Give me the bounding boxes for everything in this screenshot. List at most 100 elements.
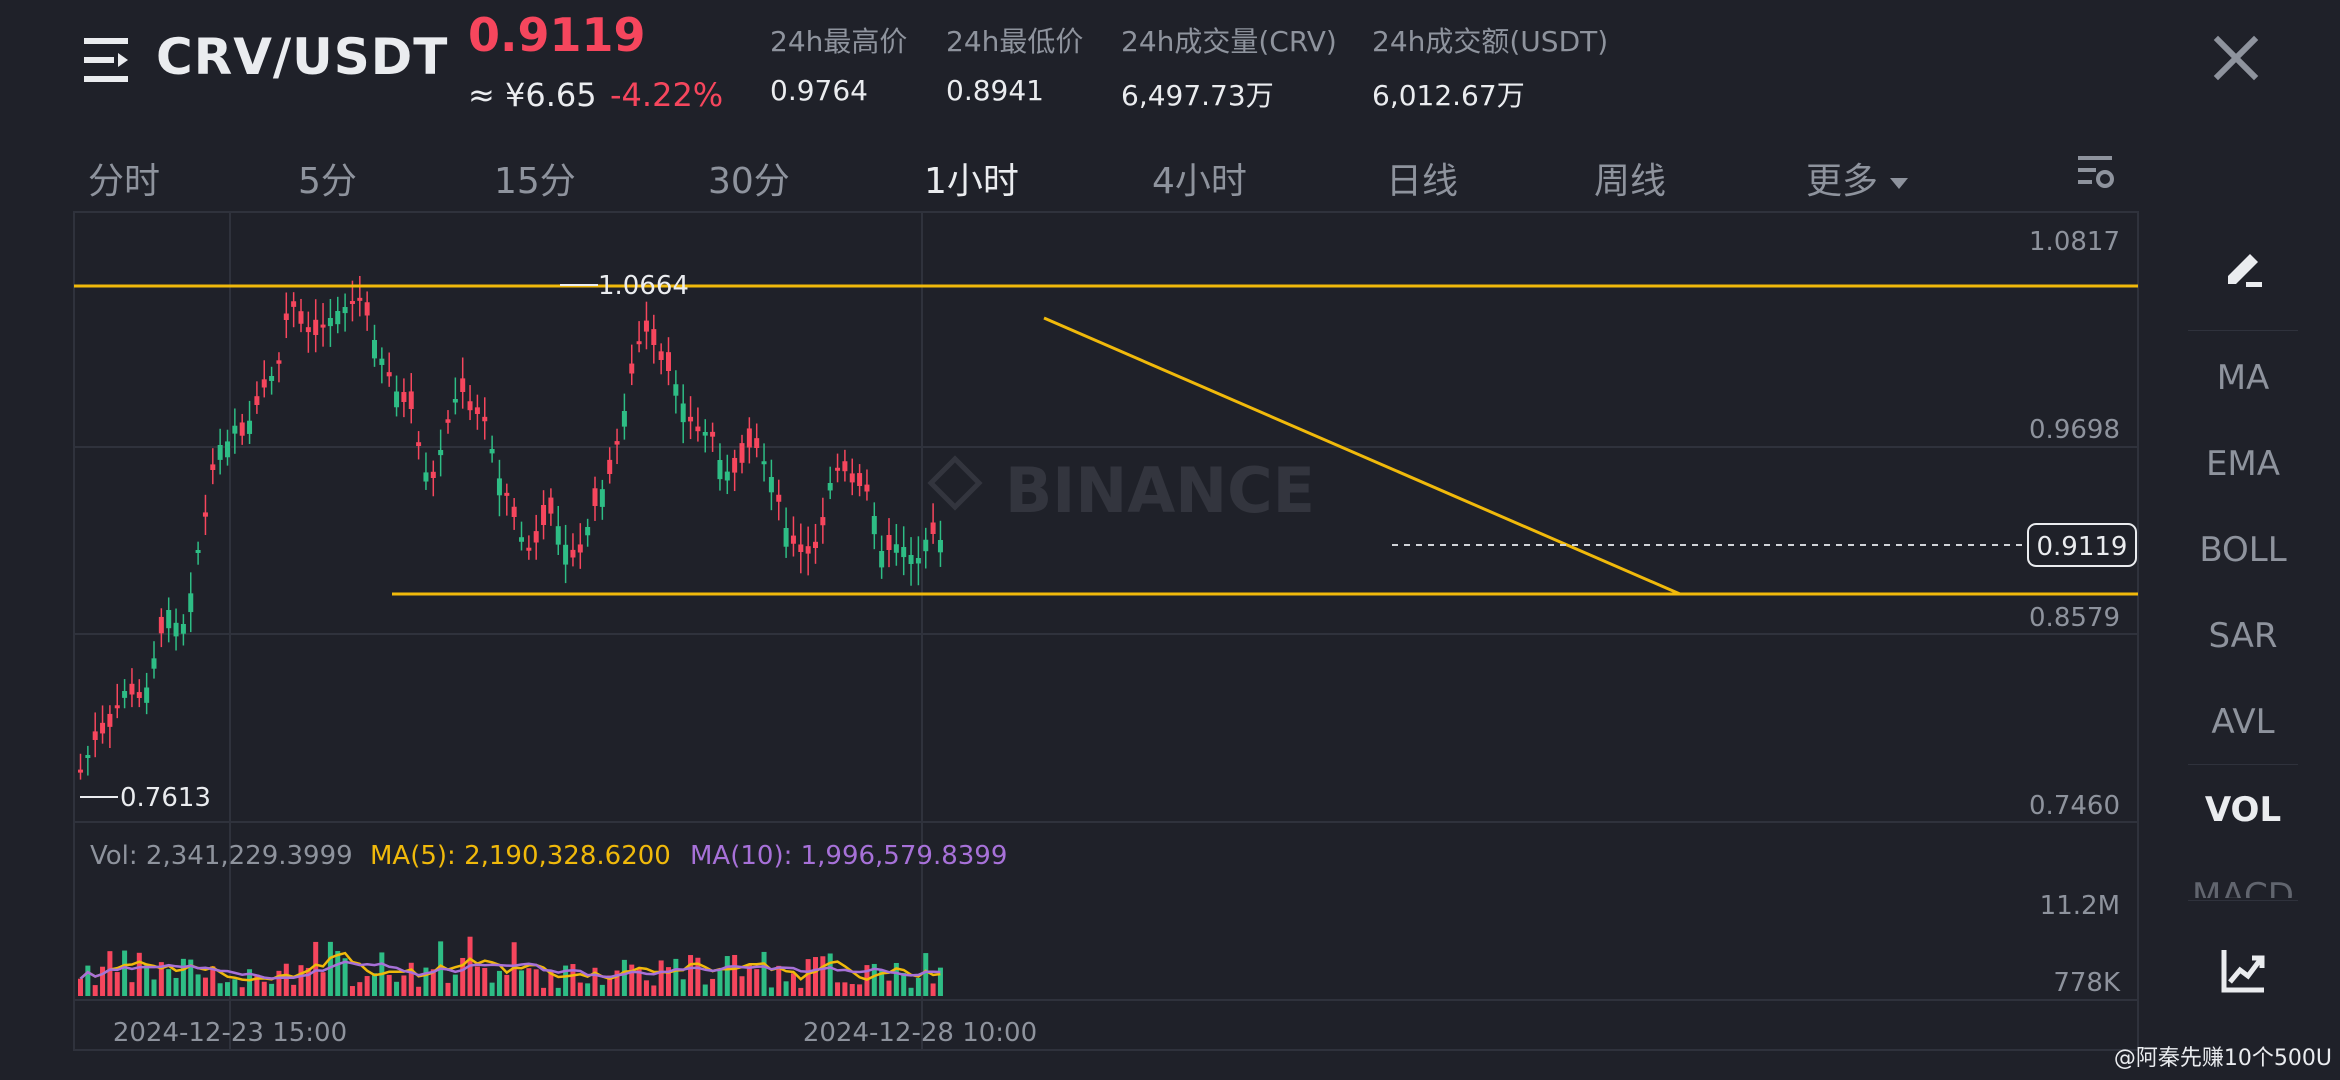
volume-bar — [533, 969, 539, 996]
indicator-sar[interactable]: SAR — [2208, 616, 2278, 656]
cny-price: ≈ ¥6.65 — [468, 76, 597, 114]
candle-body — [768, 477, 774, 493]
candle-body — [386, 372, 392, 377]
candle-body — [798, 544, 804, 552]
candle-body — [254, 396, 260, 405]
volume-bar — [849, 984, 855, 996]
volume-bars — [78, 936, 943, 996]
candle-body — [467, 401, 473, 411]
volume-bar — [688, 955, 694, 996]
volume-bar — [247, 969, 253, 996]
indicator-boll[interactable]: BOLL — [2199, 530, 2287, 570]
candle-body — [541, 505, 547, 525]
volume-bar — [173, 977, 179, 996]
menu-icon[interactable] — [84, 36, 136, 84]
candle-body — [416, 442, 422, 446]
volume-bar — [232, 979, 238, 996]
volume-bar — [732, 954, 738, 996]
candle-body — [305, 327, 311, 333]
volume-bar — [651, 985, 657, 996]
candle-body — [673, 384, 679, 396]
low-marker: 0.7613 — [120, 783, 211, 813]
indicator-avl[interactable]: AVL — [2211, 702, 2275, 742]
volume-bar — [702, 984, 708, 996]
candle-body — [805, 546, 811, 554]
pair-title[interactable]: CRV/USDT — [156, 28, 449, 86]
candle-body — [519, 537, 524, 542]
candle-body — [666, 352, 671, 371]
candle-body — [195, 550, 201, 553]
volume-bar — [636, 969, 642, 996]
kline-chart[interactable]: BINANCE 0.9119 1.0664 0.7613 1.0817 0.96… — [0, 0, 2160, 1080]
tab-5m[interactable]: 5分 — [298, 161, 357, 202]
price-axis-label: 0.7460 — [2029, 791, 2120, 821]
volume-bar — [276, 970, 282, 996]
volume-bar — [901, 972, 907, 996]
close-icon[interactable] — [2208, 30, 2264, 86]
volume-bar — [658, 960, 664, 996]
candle-body — [180, 624, 186, 634]
candle-body — [122, 691, 128, 698]
candle-body — [820, 517, 826, 526]
candle-body — [151, 658, 157, 669]
candle-body — [717, 460, 723, 480]
volume-bar — [673, 958, 679, 996]
tab-15m[interactable]: 15分 — [494, 161, 576, 202]
candle-body — [129, 683, 135, 695]
volume-bar — [78, 978, 83, 996]
vol-axis-label: 11.2M — [2040, 891, 2120, 921]
candle-body — [85, 755, 91, 758]
candle-body — [320, 324, 326, 328]
indicator-ema[interactable]: EMA — [2205, 444, 2281, 484]
volume-bar — [445, 982, 451, 996]
chart-settings-icon[interactable] — [2076, 152, 2116, 192]
tab-daily[interactable]: 日线 — [1386, 161, 1459, 202]
tab-4h[interactable]: 4小时 — [1152, 161, 1247, 202]
volume-bar — [526, 968, 532, 996]
candle-body — [210, 464, 216, 470]
indicator-ma[interactable]: MA — [2216, 358, 2270, 398]
candle-body — [923, 539, 929, 552]
volume-bar — [577, 982, 583, 996]
candle-body — [357, 297, 363, 301]
volume-bar — [555, 987, 561, 996]
candle-body — [724, 471, 730, 481]
volume-bar — [643, 980, 649, 996]
volume-bar — [254, 974, 260, 996]
candle-body — [188, 593, 194, 613]
candle-body — [783, 528, 789, 547]
candle-body — [629, 363, 635, 374]
volume-bar — [291, 984, 297, 996]
candle-body — [842, 461, 848, 472]
price-axis-label: 0.8579 — [2029, 603, 2120, 633]
price-axis-label: 1.0817 — [2029, 227, 2120, 257]
volume-bar — [482, 967, 488, 996]
volume-bar — [805, 959, 811, 996]
tab-weekly[interactable]: 周线 — [1594, 161, 1667, 202]
stat-label: 24h最低价 — [946, 25, 1084, 58]
candle-body — [460, 378, 466, 392]
candle-body — [754, 438, 760, 448]
volume-bar — [239, 987, 245, 996]
candle-body — [908, 555, 914, 565]
draw-pen-icon[interactable] — [2220, 248, 2270, 296]
candle-body — [504, 492, 510, 496]
indicator-vol[interactable]: VOL — [2204, 790, 2282, 830]
tab-time-share[interactable]: 分时 — [88, 161, 161, 202]
stat-value: 0.9764 — [770, 74, 868, 107]
tab-more[interactable]: 更多 — [1806, 152, 1909, 204]
candle-body — [107, 713, 113, 727]
tab-1h[interactable]: 1小时 — [924, 161, 1019, 202]
candle-body — [695, 426, 701, 432]
chart-type-icon[interactable] — [2220, 948, 2266, 994]
candle-body — [158, 616, 164, 634]
volume-bar — [298, 965, 304, 996]
volume-bar — [496, 970, 502, 996]
volume-bar — [820, 956, 826, 996]
indicator-macd[interactable]: MACD — [2192, 876, 2294, 898]
candle-body — [482, 416, 488, 422]
tab-30m[interactable]: 30分 — [708, 161, 790, 202]
candle-body — [636, 341, 642, 345]
volume-bar — [790, 973, 796, 996]
candle-body — [915, 558, 921, 564]
